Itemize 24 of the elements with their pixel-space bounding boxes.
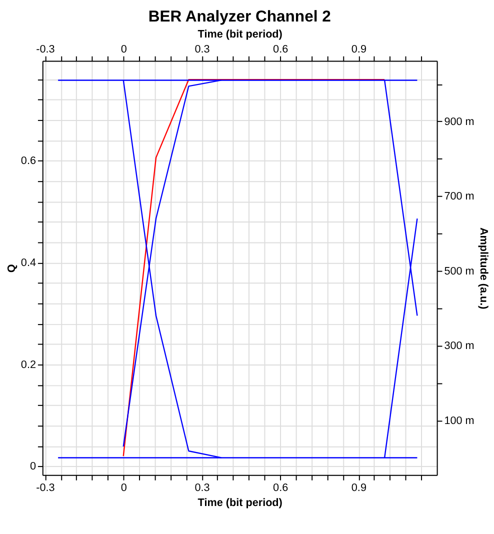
- x-tick-label: 0.3: [194, 43, 210, 56]
- x-tick-label: -0.3: [36, 43, 55, 56]
- x2-tick-label: 0.6: [273, 482, 288, 494]
- x2-tick-label: 0: [120, 482, 127, 494]
- y2-tick-label: 900 m: [444, 116, 474, 128]
- y2-axis-title: Amplitude (a.u.): [477, 227, 490, 310]
- chart-title: BER Analyzer Channel 2: [148, 8, 332, 26]
- x-tick-label: 0.9: [351, 43, 366, 56]
- y-tick-label: 0.2: [20, 358, 36, 371]
- x2-tick-label: -0.3: [36, 482, 55, 494]
- y2-tick-label: 100 m: [444, 414, 474, 427]
- y2-tick-label: 300 m: [444, 340, 474, 352]
- x-tick-label: 0.6: [273, 43, 288, 56]
- x-axis-title: Time (bit period): [198, 496, 283, 509]
- x-tick-label: 0: [120, 43, 127, 56]
- y2-tick-label: 700 m: [444, 190, 474, 203]
- y2-tick-label: 500 m: [444, 265, 474, 278]
- x2-tick-label: 0.3: [194, 482, 210, 494]
- x2-tick-label: 0.9: [351, 482, 366, 494]
- y-tick-label: 0.6: [20, 155, 36, 168]
- y-tick-label: 0: [30, 460, 36, 473]
- y-axis-title: Q: [6, 264, 18, 273]
- x2-axis-title: Time (bit period): [198, 28, 283, 41]
- y-tick-label: 0.4: [20, 256, 36, 269]
